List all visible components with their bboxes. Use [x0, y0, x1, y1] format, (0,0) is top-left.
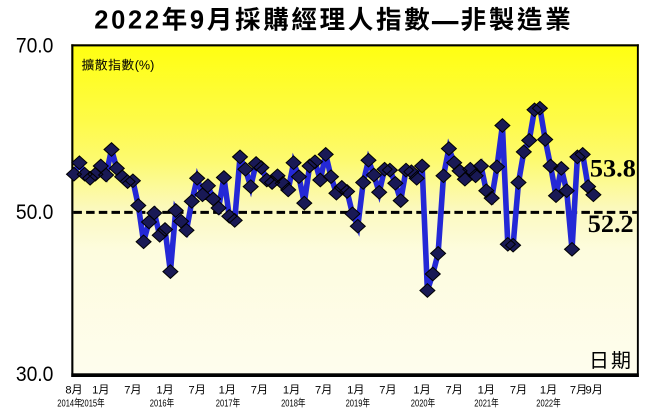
svg-text:1: 1: [219, 384, 225, 396]
svg-text:2018: 2018: [281, 397, 298, 408]
svg-text:1: 1: [283, 384, 289, 396]
svg-text:2022: 2022: [94, 7, 162, 35]
svg-text:50.0: 50.0: [16, 201, 54, 224]
svg-text:2021: 2021: [474, 397, 491, 408]
svg-text:7: 7: [189, 384, 195, 396]
svg-text:9: 9: [586, 384, 592, 396]
svg-text:1: 1: [540, 384, 546, 396]
svg-text:7: 7: [570, 384, 576, 396]
svg-text:2015: 2015: [80, 397, 97, 408]
svg-text:8: 8: [65, 384, 71, 396]
svg-text:2019: 2019: [346, 397, 363, 408]
svg-text:2014: 2014: [57, 397, 74, 408]
svg-text:(%): (%): [135, 59, 155, 73]
svg-text:7: 7: [379, 384, 385, 396]
svg-text:7: 7: [510, 384, 516, 396]
svg-text:1: 1: [347, 384, 353, 396]
svg-text:30.0: 30.0: [16, 363, 54, 386]
svg-text:7: 7: [315, 384, 321, 396]
svg-text:2020: 2020: [411, 397, 428, 408]
svg-text:2017: 2017: [216, 397, 233, 408]
svg-text:53.8: 53.8: [590, 154, 636, 182]
svg-text:2016: 2016: [150, 397, 167, 408]
svg-text:1: 1: [478, 384, 484, 396]
svg-text:7: 7: [251, 384, 257, 396]
svg-text:7: 7: [446, 384, 452, 396]
svg-text:9: 9: [190, 7, 204, 35]
svg-text:7: 7: [124, 384, 130, 396]
svg-text:70.0: 70.0: [16, 35, 54, 58]
svg-text:1: 1: [413, 384, 419, 396]
svg-text:2022: 2022: [536, 397, 553, 408]
svg-text:1: 1: [156, 384, 162, 396]
svg-text:1: 1: [92, 384, 98, 396]
svg-text:52.2: 52.2: [588, 210, 634, 238]
